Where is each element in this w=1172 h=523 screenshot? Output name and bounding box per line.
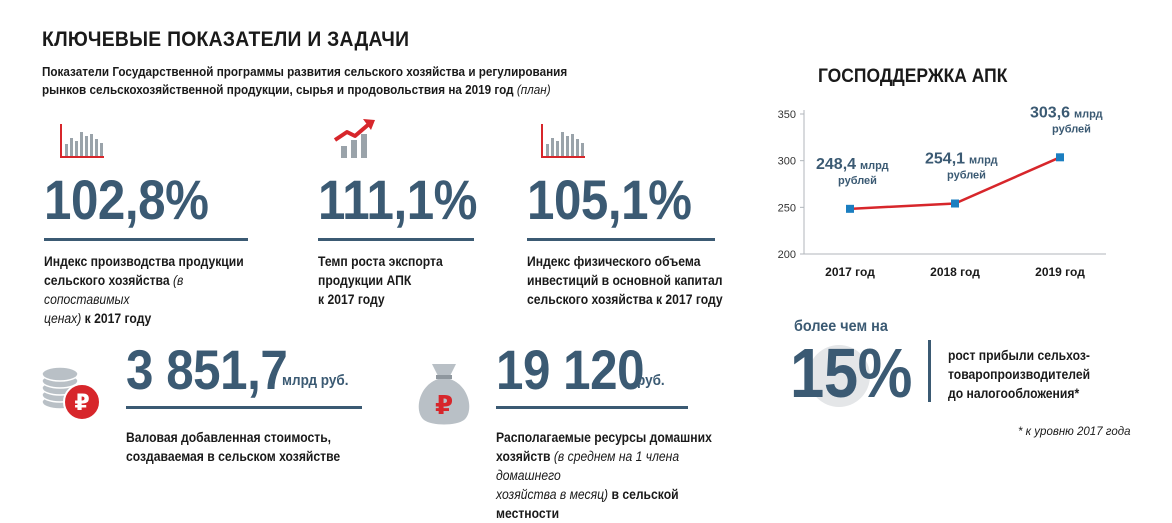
x-tick-label: 2017 год	[825, 265, 875, 279]
data-label-unit: рублей	[1052, 123, 1091, 135]
data-point	[846, 204, 854, 213]
coins-ruble-icon: ₽	[41, 366, 101, 421]
indicator-2-label: Темп роста экспорта продукции АПК к 2017…	[318, 254, 443, 307]
support-line-chart: 200 250 300 350 2017 год 2018 год 2019 год 248,…	[778, 104, 1106, 279]
y-tick-label: 200	[778, 249, 796, 261]
household-unit: руб.	[637, 372, 665, 389]
gva-value: 3 851,7	[126, 338, 288, 401]
y-tick-label: 350	[778, 109, 796, 121]
svg-text:₽: ₽	[435, 391, 453, 421]
gva-divider	[126, 406, 362, 409]
bar-chart-icon	[541, 124, 585, 158]
indicator-3-label: Индекс физического объема инвестиций в о…	[527, 254, 723, 307]
profit-prefix: более чем на	[794, 318, 888, 335]
x-tick-label: 2018 год	[930, 265, 980, 279]
profit-footnote: * к уровню 2017 года	[1018, 426, 1131, 438]
indicator-1-value: 102,8%	[44, 168, 209, 231]
profit-divider	[928, 340, 931, 402]
page-title: КЛЮЧЕВЫЕ ПОКАЗАТЕЛИ И ЗАДАЧИ	[42, 28, 410, 51]
y-tick-label: 300	[778, 156, 796, 168]
household-label: Располагаемые ресурсы домашних хозяйств …	[496, 430, 712, 521]
data-label-unit: рублей	[947, 170, 986, 182]
data-label-unit: рублей	[838, 175, 877, 187]
data-label-value: 248,4 млрд	[816, 156, 889, 173]
data-label-value: 303,6 млрд	[1030, 104, 1103, 121]
data-point	[1056, 153, 1064, 162]
chart-title: ГОСПОДДЕРЖКА АПК	[818, 66, 1008, 87]
indicator-1-label: Индекс производства продукции сельского …	[44, 254, 244, 326]
money-bag-ruble-icon: ₽	[418, 364, 470, 425]
bar-chart-icon	[60, 124, 104, 158]
gva-label: Валовая добавленная стоимость, создаваем…	[126, 430, 341, 464]
indicator-3-value: 105,1%	[527, 168, 692, 231]
indicator-3-divider	[527, 238, 715, 241]
household-divider	[496, 406, 688, 409]
subtitle-line-1: Показатели Государственной программы раз…	[42, 64, 568, 79]
gva-unit: млрд руб.	[282, 372, 349, 389]
page-subtitle: Показатели Государственной программы раз…	[42, 63, 618, 99]
subtitle-line-2: рынков сельскохозяйственной продукции, с…	[42, 82, 514, 97]
data-label-value: 254,1 млрд	[925, 151, 998, 168]
percent-circle	[808, 345, 870, 407]
profit-value: 15%	[790, 334, 912, 412]
svg-text:₽: ₽	[74, 391, 89, 416]
x-tick-label: 2019 год	[1035, 265, 1085, 279]
indicator-1-divider	[44, 238, 248, 241]
profit-label: рост прибыли сельхоз- товаропроизводител…	[948, 348, 1091, 401]
subtitle-note: (план)	[516, 82, 551, 97]
y-tick-label: 250	[778, 202, 796, 214]
data-point	[951, 199, 959, 208]
indicator-2-divider	[318, 238, 474, 241]
household-value: 19 120	[496, 338, 645, 401]
indicator-2-value: 111,1%	[318, 168, 478, 231]
growth-chart-icon	[333, 119, 375, 158]
